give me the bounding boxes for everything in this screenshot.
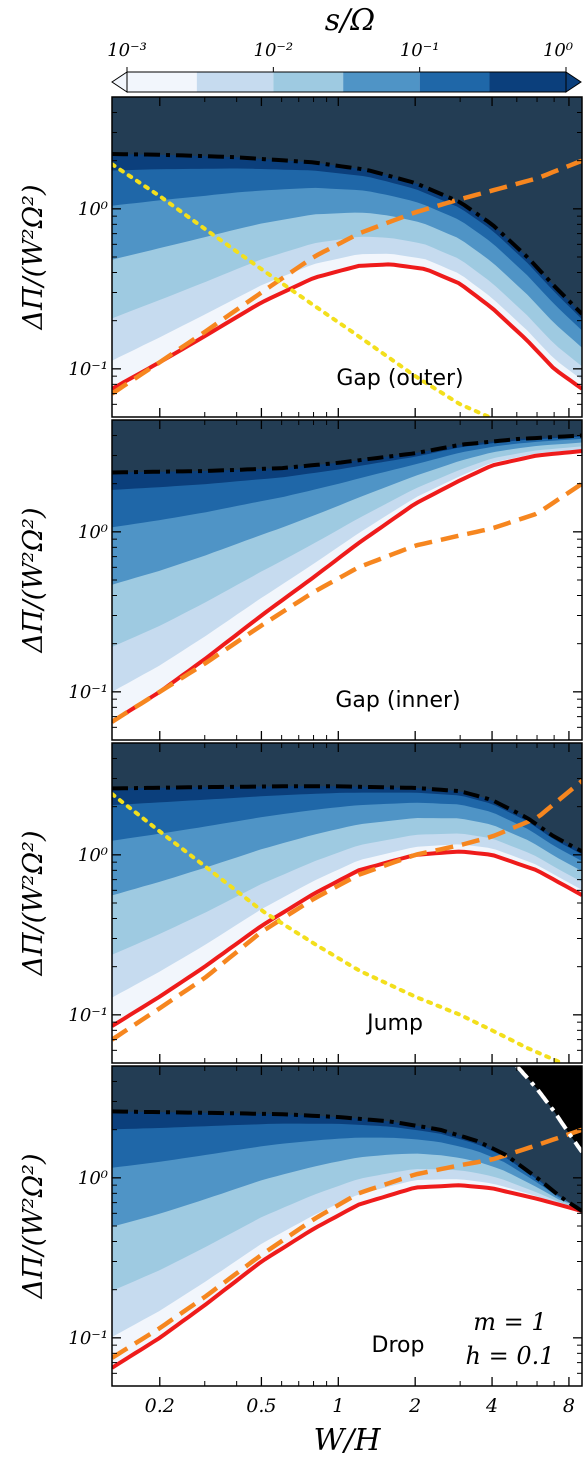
curve-red-solid xyxy=(112,849,582,1028)
curve-white-dashdot xyxy=(515,1066,582,1154)
panel-label: Jump xyxy=(365,1011,423,1036)
curves xyxy=(112,779,582,1063)
y-tick-label: 10⁰ xyxy=(78,522,108,543)
contour-fill xyxy=(112,1066,582,1368)
curve-yellow-dotted xyxy=(112,162,492,417)
contour-band-saturated xyxy=(112,743,582,852)
x-tick-label: 0.2 xyxy=(145,1395,175,1417)
y-tick-label: 10⁻¹ xyxy=(68,682,108,703)
colorbar-tick-label: 10⁻³ xyxy=(107,40,147,61)
curve-red-solid xyxy=(112,262,582,391)
colorbar-segment xyxy=(273,72,344,92)
x-axis-label: W/H xyxy=(313,1423,381,1458)
panel-label: Gap (outer) xyxy=(336,366,463,391)
curve-black-dashdot xyxy=(112,784,582,854)
colorbar-label: s/Ω xyxy=(325,3,375,38)
y-axis-label: ΔΠ/(W²Ω²) xyxy=(18,185,49,331)
y-axis-label: ΔΠ/(W²Ω²) xyxy=(18,1154,49,1300)
curve-black-dashdot xyxy=(112,433,582,475)
curve-black-dashdot xyxy=(112,1109,582,1213)
panel-gap-inner: 10⁻¹ 10⁰ Gap (inner) ΔΠ/(W²Ω²) xyxy=(18,419,583,741)
y-axis-label: ΔΠ/(W²Ω²) xyxy=(18,508,49,654)
curve-red-solid xyxy=(112,449,582,724)
panel-gap-outer: 10⁻¹ 10⁰ Gap (outer) ΔΠ/(W²Ω²) xyxy=(18,96,583,418)
colorbar-tick-label: 10⁻¹ xyxy=(400,40,440,61)
panel-drop: 10⁻¹ 10⁰ 0.2 0.5 1 2 4 8 Drop m = 1 h = 0.1 ΔΠ/… xyxy=(18,1065,583,1458)
colorbar-tick-label: 10⁰ xyxy=(543,40,573,61)
excluded-region xyxy=(516,1066,582,1152)
colorbar-extend-low xyxy=(111,71,128,93)
curve-orange-dashed xyxy=(112,158,582,396)
contour-fill xyxy=(112,743,582,1027)
y-axis-label: ΔΠ/(W²Ω²) xyxy=(18,831,49,977)
contour-band-saturated xyxy=(112,1066,582,1212)
colorbar: s/Ω 10⁻³ 10⁻² 10⁻¹ 10⁰ xyxy=(107,3,582,93)
curve-red-solid xyxy=(112,1183,582,1370)
panel-label: Drop xyxy=(372,1333,425,1358)
colorbar-segment xyxy=(489,72,566,92)
contour-band-saturated xyxy=(112,97,582,314)
y-tick-label: 10⁰ xyxy=(78,1168,108,1189)
panel-label: Gap (inner) xyxy=(335,688,460,713)
axes: 10⁻¹ 10⁰ xyxy=(68,743,582,1063)
curves xyxy=(112,1066,582,1370)
axes: 10⁻¹ 10⁰ 0.2 0.5 1 2 4 8 xyxy=(68,1066,582,1417)
y-tick-label: 10⁻¹ xyxy=(68,359,108,380)
contour-band-saturated xyxy=(112,420,582,473)
colorbar-frame xyxy=(126,71,567,93)
curve-orange-dashed xyxy=(112,779,582,1042)
colorbar-extend-high xyxy=(565,71,582,93)
y-tick-label: 10⁰ xyxy=(78,199,108,220)
colorbar-segment xyxy=(419,72,490,92)
colorbar-tick-label: 10⁻² xyxy=(254,40,294,61)
colorbar-segment xyxy=(196,72,274,92)
y-tick-label: 10⁻¹ xyxy=(68,1005,108,1026)
curves xyxy=(112,433,582,724)
curve-yellow-dotted xyxy=(112,792,564,1063)
colorbar-body xyxy=(111,71,582,93)
contour-fill xyxy=(112,420,582,722)
colorbar-segment xyxy=(343,72,420,92)
y-tick-label: 10⁻¹ xyxy=(68,1328,108,1349)
colorbar-ticks: 10⁻³ 10⁻² 10⁻¹ 10⁰ xyxy=(107,40,573,72)
curve-orange-dashed xyxy=(112,481,582,724)
x-tick-label: 4 xyxy=(485,1395,498,1417)
x-tick-label: 0.5 xyxy=(246,1395,276,1417)
curves xyxy=(112,152,582,417)
annotation-m: m = 1 xyxy=(473,1308,546,1336)
axes: 10⁻¹ 10⁰ xyxy=(68,97,582,417)
curve-black-dashdot xyxy=(112,152,582,316)
annotation-h: h = 0.1 xyxy=(466,1342,555,1370)
axes: 10⁻¹ 10⁰ xyxy=(68,420,582,740)
x-tick-label: 1 xyxy=(332,1395,344,1417)
x-tick-label: 2 xyxy=(408,1395,421,1417)
y-tick-label: 10⁰ xyxy=(78,845,108,866)
colorbar-segment xyxy=(127,72,197,92)
panel-jump: 10⁻¹ 10⁰ Jump ΔΠ/(W²Ω²) xyxy=(18,742,583,1064)
x-tick-label: 8 xyxy=(563,1395,575,1417)
